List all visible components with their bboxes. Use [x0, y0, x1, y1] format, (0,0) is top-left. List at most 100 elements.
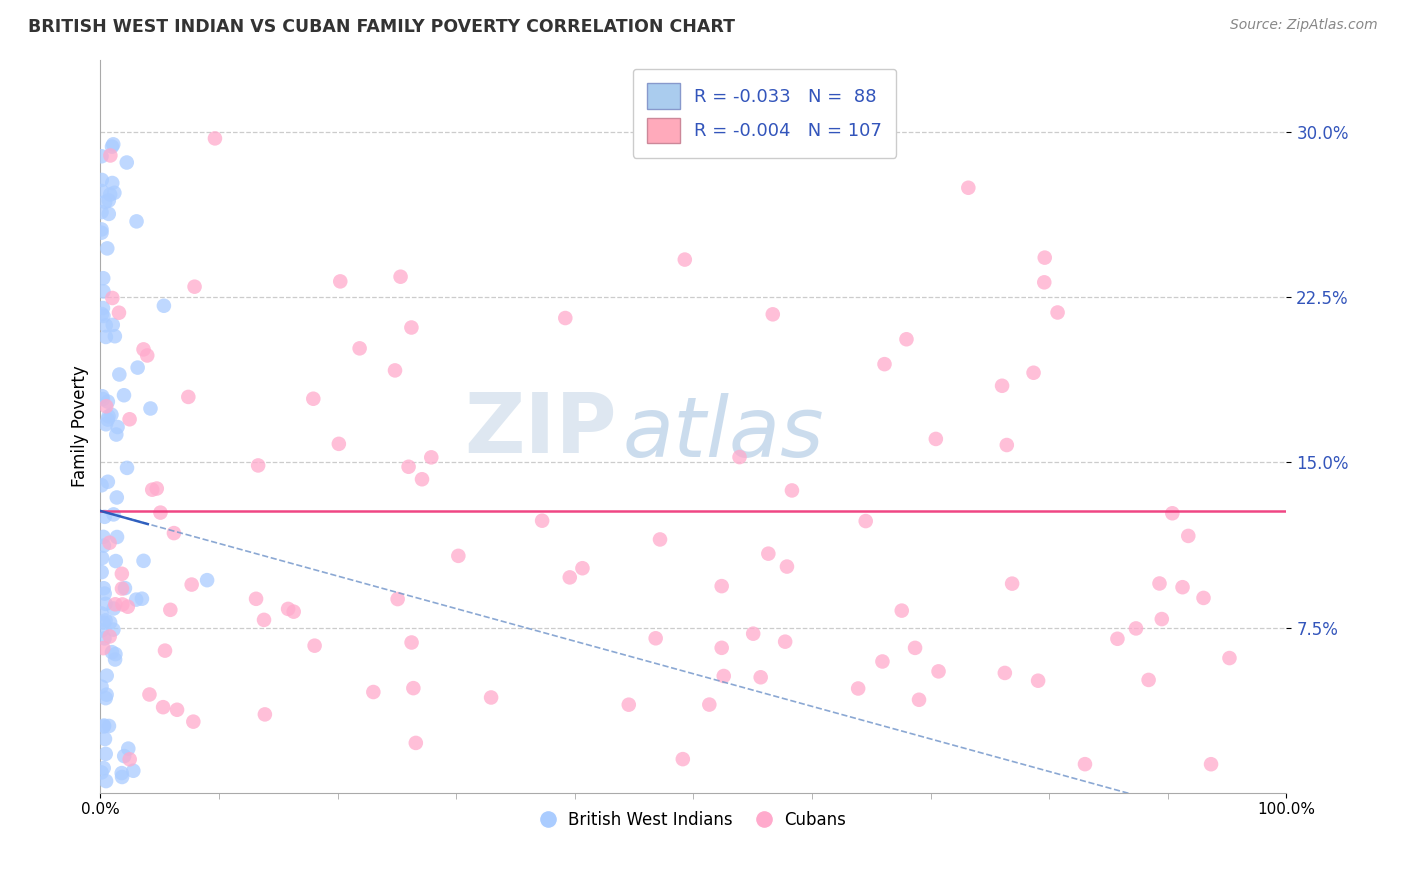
Point: [103, 137, 125, 152]
Point: [398, 459, 420, 474]
Point: [402, 681, 425, 695]
Point: [163, 526, 186, 541]
Point: [776, 559, 799, 574]
Point: [1161, 506, 1184, 520]
Point: [384, 363, 406, 377]
Point: [117, 741, 139, 756]
Point: [146, 482, 169, 496]
Point: [283, 605, 305, 619]
Point: [93, 530, 115, 544]
Point: [558, 570, 581, 584]
Point: [97, 475, 120, 489]
Point: [673, 252, 696, 267]
Point: [93, 615, 115, 630]
Point: [96, 399, 118, 413]
Point: [411, 472, 433, 486]
Point: [890, 604, 912, 618]
Point: [93, 761, 115, 775]
Point: [1033, 251, 1056, 265]
Point: [644, 632, 666, 646]
Point: [94, 318, 117, 333]
Point: [159, 603, 181, 617]
Legend: British West Indians, Cubans: British West Indians, Cubans: [534, 805, 852, 836]
Point: [328, 437, 350, 451]
Point: [1033, 276, 1056, 290]
Point: [994, 665, 1017, 680]
Point: [111, 766, 134, 780]
Point: [648, 533, 671, 547]
Point: [94, 597, 117, 611]
Point: [873, 357, 896, 371]
Point: [111, 582, 134, 596]
Point: [97, 719, 120, 733]
Point: [90, 680, 112, 694]
Point: [183, 279, 205, 293]
Point: [195, 573, 218, 587]
Point: [111, 566, 134, 581]
Point: [1218, 651, 1240, 665]
Point: [329, 274, 352, 288]
Point: [387, 592, 409, 607]
Point: [153, 643, 176, 657]
Point: [108, 306, 131, 320]
Point: [846, 681, 869, 696]
Point: [91, 641, 114, 656]
Point: [90, 478, 112, 492]
Point: [125, 592, 148, 607]
Point: [115, 461, 138, 475]
Point: [349, 342, 371, 356]
Point: [177, 390, 200, 404]
Point: [91, 389, 114, 403]
Point: [104, 329, 127, 343]
Point: [105, 427, 128, 442]
Point: [1125, 622, 1147, 636]
Point: [118, 412, 141, 426]
Point: [1137, 673, 1160, 687]
Point: [131, 591, 153, 606]
Point: [94, 731, 117, 746]
Point: [571, 561, 593, 575]
Point: [107, 420, 129, 434]
Point: [855, 514, 877, 528]
Point: [204, 131, 226, 145]
Point: [96, 688, 118, 702]
Point: [101, 291, 124, 305]
Point: [957, 180, 980, 194]
Text: ZIP: ZIP: [464, 389, 616, 470]
Point: [136, 349, 159, 363]
Point: [98, 535, 121, 549]
Point: [153, 299, 176, 313]
Point: [149, 506, 172, 520]
Point: [401, 635, 423, 649]
Point: [141, 483, 163, 497]
Point: [101, 176, 124, 190]
Point: [101, 139, 124, 153]
Point: [152, 700, 174, 714]
Point: [762, 307, 785, 321]
Point: [995, 438, 1018, 452]
Point: [96, 668, 118, 682]
Point: [90, 222, 112, 236]
Point: [90, 607, 112, 621]
Point: [479, 690, 502, 705]
Point: [90, 307, 112, 321]
Point: [94, 194, 117, 209]
Point: [90, 565, 112, 579]
Point: [93, 719, 115, 733]
Point: [93, 632, 115, 646]
Point: [125, 214, 148, 228]
Point: [132, 343, 155, 357]
Point: [697, 698, 720, 712]
Point: [904, 640, 927, 655]
Point: [104, 597, 127, 611]
Point: [127, 360, 149, 375]
Point: [1199, 757, 1222, 772]
Point: [91, 271, 114, 285]
Point: [93, 509, 115, 524]
Point: [749, 670, 772, 684]
Point: [132, 554, 155, 568]
Point: [991, 378, 1014, 392]
Point: [405, 736, 427, 750]
Point: [114, 581, 136, 595]
Point: [94, 330, 117, 344]
